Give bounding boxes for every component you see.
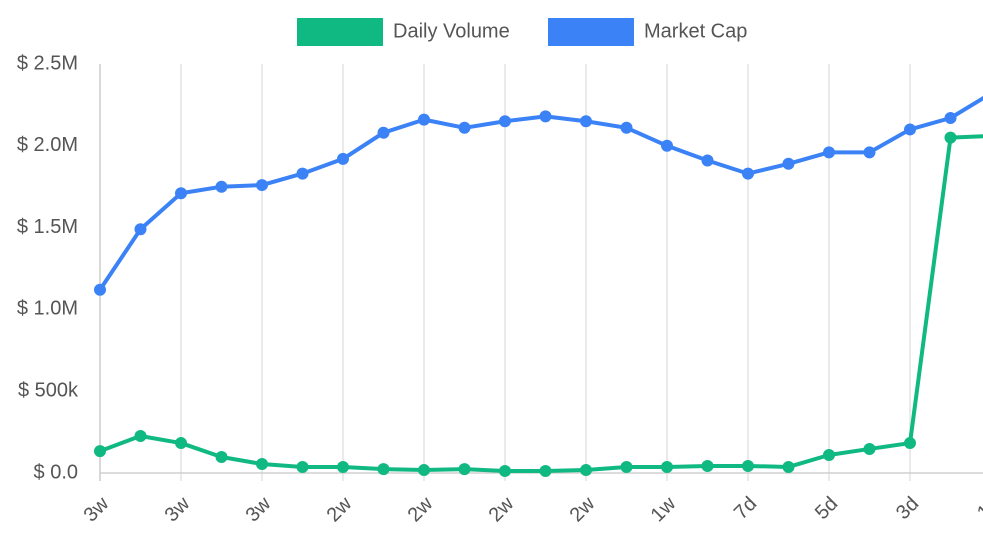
data-point	[94, 283, 106, 296]
data-point	[256, 179, 268, 192]
data-point	[418, 464, 430, 477]
data-point	[782, 157, 795, 170]
x-tick-label: 5d	[811, 493, 842, 524]
data-point	[823, 146, 835, 159]
data-point	[134, 223, 147, 236]
data-point	[94, 445, 106, 458]
y-tick-label: $ 0.0	[34, 461, 78, 483]
data-point	[742, 167, 754, 180]
data-point	[863, 146, 876, 159]
x-tick-label: 2w	[566, 492, 600, 526]
data-point	[539, 110, 552, 123]
x-tick-label: 3d	[892, 493, 923, 524]
data-point	[337, 152, 349, 165]
data-point	[701, 154, 714, 167]
data-point	[823, 449, 835, 462]
x-tick-label: 2w	[323, 492, 357, 526]
data-point	[418, 113, 430, 126]
x-tick-label: 1w	[647, 492, 681, 526]
data-point	[904, 123, 916, 136]
y-tick-label: $ 500k	[18, 379, 79, 401]
x-tick-label: 1d	[973, 493, 983, 524]
data-point	[458, 463, 471, 476]
data-point	[134, 430, 147, 443]
data-point	[499, 465, 511, 478]
x-tick-label: 2w	[404, 492, 438, 526]
x-tick-label: 7d	[730, 493, 761, 524]
data-point	[580, 464, 592, 477]
data-point	[175, 187, 187, 200]
data-point	[782, 460, 795, 473]
y-tick-label: $ 2.5M	[17, 52, 78, 74]
data-point	[539, 465, 552, 478]
data-point	[944, 111, 957, 124]
data-point	[458, 121, 471, 134]
data-point	[499, 115, 511, 128]
y-tick-label: $ 2.0M	[17, 134, 78, 156]
data-point	[175, 437, 187, 450]
x-tick-label: 2w	[485, 492, 519, 526]
y-tick-label: $ 1.5M	[17, 216, 78, 238]
data-point	[661, 460, 673, 473]
data-point	[256, 458, 268, 471]
data-point	[701, 459, 714, 472]
legend-label: Market Cap	[644, 20, 747, 42]
data-point	[944, 131, 957, 144]
data-point	[377, 126, 390, 139]
data-point	[620, 460, 633, 473]
data-point	[904, 437, 916, 450]
y-tick-label: $ 1.0M	[17, 298, 78, 320]
x-tick-label: 3w	[80, 492, 114, 526]
x-tick-label: 3w	[161, 492, 195, 526]
data-point	[863, 442, 876, 455]
data-point	[377, 463, 390, 476]
data-point	[296, 167, 309, 180]
legend-swatch	[297, 18, 383, 46]
data-point	[661, 139, 673, 152]
data-point	[620, 121, 633, 134]
x-tick-label: 3w	[242, 492, 276, 526]
data-point	[215, 450, 228, 463]
series-line	[98, 95, 983, 291]
data-point	[215, 180, 228, 193]
data-point	[742, 459, 754, 472]
legend-label: Daily Volume	[393, 20, 510, 42]
data-point	[337, 460, 349, 473]
data-point	[296, 460, 309, 473]
data-point	[580, 115, 592, 128]
legend-swatch	[548, 18, 634, 46]
